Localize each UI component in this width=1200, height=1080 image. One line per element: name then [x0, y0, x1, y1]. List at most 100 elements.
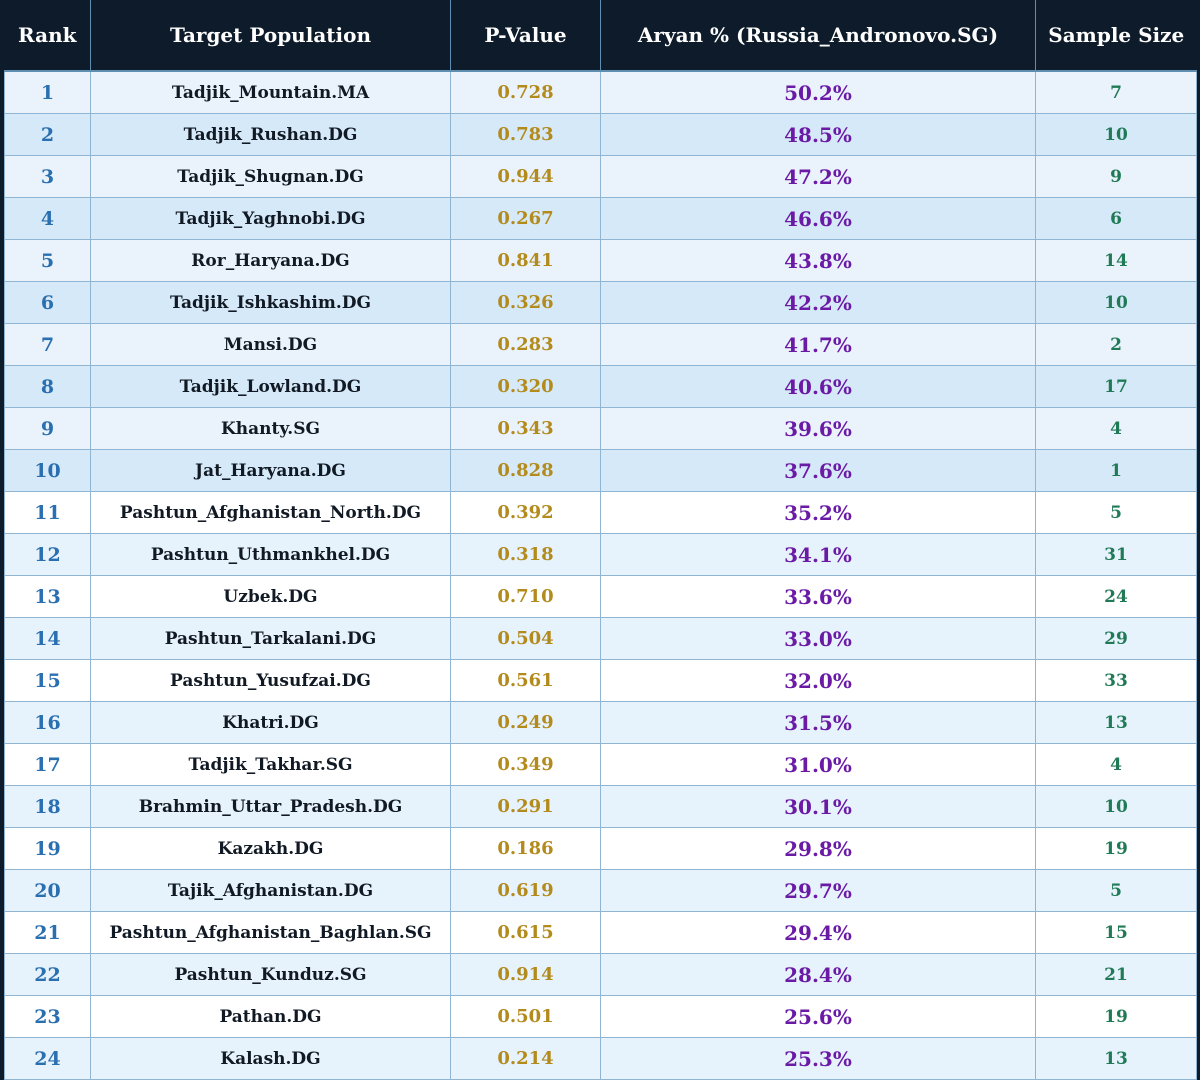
cell-pvalue: 0.615	[450, 911, 601, 954]
column-header-pvalue: P-Value	[450, 0, 601, 72]
cell-aryan: 35.2%	[600, 491, 1036, 534]
cell-pvalue: 0.291	[450, 785, 601, 828]
table-row: 5 Ror_Haryana.DG 0.841 43.8% 14	[4, 239, 1197, 282]
cell-aryan: 31.0%	[600, 743, 1036, 786]
cell-sample-size: 5	[1035, 869, 1197, 912]
cell-population: Pashtun_Tarkalani.DG	[90, 617, 451, 660]
cell-rank: 22	[4, 953, 91, 996]
cell-rank: 12	[4, 533, 91, 576]
cell-population: Ror_Haryana.DG	[90, 239, 451, 282]
cell-rank: 14	[4, 617, 91, 660]
cell-aryan: 29.8%	[600, 827, 1036, 870]
cell-aryan: 43.8%	[600, 239, 1036, 282]
cell-sample-size: 10	[1035, 281, 1197, 324]
cell-aryan: 28.4%	[600, 953, 1036, 996]
cell-aryan: 25.6%	[600, 995, 1036, 1038]
table-row: 20 Tajik_Afghanistan.DG 0.619 29.7% 5	[4, 869, 1197, 912]
cell-pvalue: 0.710	[450, 575, 601, 618]
cell-sample-size: 21	[1035, 953, 1197, 996]
table-row: 9 Khanty.SG 0.343 39.6% 4	[4, 407, 1197, 450]
table-row: 8 Tadjik_Lowland.DG 0.320 40.6% 17	[4, 365, 1197, 408]
cell-pvalue: 0.561	[450, 659, 601, 702]
cell-sample-size: 15	[1035, 911, 1197, 954]
table-row: 19 Kazakh.DG 0.186 29.8% 19	[4, 827, 1197, 870]
cell-pvalue: 0.343	[450, 407, 601, 450]
table-row: 7 Mansi.DG 0.283 41.7% 2	[4, 323, 1197, 366]
cell-aryan: 31.5%	[600, 701, 1036, 744]
table-row: 16 Khatri.DG 0.249 31.5% 13	[4, 701, 1197, 744]
table-row: 12 Pashtun_Uthmankhel.DG 0.318 34.1% 31	[4, 533, 1197, 576]
cell-aryan: 33.6%	[600, 575, 1036, 618]
table-row: 14 Pashtun_Tarkalani.DG 0.504 33.0% 29	[4, 617, 1197, 660]
cell-rank: 1	[4, 70, 91, 114]
cell-pvalue: 0.828	[450, 449, 601, 492]
cell-rank: 7	[4, 323, 91, 366]
table-row: 22 Pashtun_Kunduz.SG 0.914 28.4% 21	[4, 953, 1197, 996]
cell-population: Brahmin_Uttar_Pradesh.DG	[90, 785, 451, 828]
table-row: 24 Kalash.DG 0.214 25.3% 13	[4, 1037, 1197, 1080]
cell-sample-size: 33	[1035, 659, 1197, 702]
cell-sample-size: 2	[1035, 323, 1197, 366]
column-header-population: Target Population	[90, 0, 451, 72]
table-row: 15 Pashtun_Yusufzai.DG 0.561 32.0% 33	[4, 659, 1197, 702]
cell-population: Mansi.DG	[90, 323, 451, 366]
table-row: 23 Pathan.DG 0.501 25.6% 19	[4, 995, 1197, 1038]
cell-aryan: 25.3%	[600, 1037, 1036, 1080]
cell-rank: 23	[4, 995, 91, 1038]
cell-population: Kalash.DG	[90, 1037, 451, 1080]
table-row: 11 Pashtun_Afghanistan_North.DG 0.392 35.2%…	[4, 491, 1197, 534]
cell-sample-size: 19	[1035, 995, 1197, 1038]
table-row: 10 Jat_Haryana.DG 0.828 37.6% 1	[4, 449, 1197, 492]
cell-sample-size: 14	[1035, 239, 1197, 282]
column-header-aryan: Aryan % (Russia_Andronovo.SG)	[600, 0, 1036, 72]
cell-population: Tadjik_Yaghnobi.DG	[90, 197, 451, 240]
cell-sample-size: 31	[1035, 533, 1197, 576]
cell-rank: 6	[4, 281, 91, 324]
cell-population: Tadjik_Mountain.MA	[90, 70, 451, 114]
cell-population: Pashtun_Yusufzai.DG	[90, 659, 451, 702]
cell-population: Kazakh.DG	[90, 827, 451, 870]
cell-population: Tadjik_Ishkashim.DG	[90, 281, 451, 324]
cell-rank: 17	[4, 743, 91, 786]
cell-sample-size: 19	[1035, 827, 1197, 870]
cell-sample-size: 4	[1035, 743, 1197, 786]
cell-aryan: 30.1%	[600, 785, 1036, 828]
table-header: Rank Target Population P-Value Aryan % (…	[4, 0, 1197, 72]
cell-rank: 3	[4, 155, 91, 198]
results-table: Rank Target Population P-Value Aryan % (…	[4, 0, 1197, 1080]
cell-pvalue: 0.504	[450, 617, 601, 660]
cell-population: Khanty.SG	[90, 407, 451, 450]
cell-pvalue: 0.283	[450, 323, 601, 366]
cell-pvalue: 0.501	[450, 995, 601, 1038]
cell-pvalue: 0.392	[450, 491, 601, 534]
cell-sample-size: 29	[1035, 617, 1197, 660]
column-header-rank: Rank	[4, 0, 91, 72]
cell-population: Pashtun_Afghanistan_North.DG	[90, 491, 451, 534]
cell-rank: 2	[4, 113, 91, 156]
cell-pvalue: 0.841	[450, 239, 601, 282]
table-row: 3 Tadjik_Shugnan.DG 0.944 47.2% 9	[4, 155, 1197, 198]
table-row: 4 Tadjik_Yaghnobi.DG 0.267 46.6% 6	[4, 197, 1197, 240]
cell-pvalue: 0.214	[450, 1037, 601, 1080]
cell-rank: 20	[4, 869, 91, 912]
table-row: 2 Tadjik_Rushan.DG 0.783 48.5% 10	[4, 113, 1197, 156]
cell-sample-size: 5	[1035, 491, 1197, 534]
cell-sample-size: 1	[1035, 449, 1197, 492]
cell-pvalue: 0.186	[450, 827, 601, 870]
cell-aryan: 33.0%	[600, 617, 1036, 660]
cell-aryan: 48.5%	[600, 113, 1036, 156]
cell-population: Tadjik_Takhar.SG	[90, 743, 451, 786]
cell-population: Pashtun_Uthmankhel.DG	[90, 533, 451, 576]
cell-rank: 11	[4, 491, 91, 534]
cell-sample-size: 24	[1035, 575, 1197, 618]
cell-population: Pashtun_Afghanistan_Baghlan.SG	[90, 911, 451, 954]
table-body: 1 Tadjik_Mountain.MA 0.728 50.2% 7 2 Tadjik_Ru…	[4, 70, 1197, 1080]
cell-pvalue: 0.619	[450, 869, 601, 912]
cell-population: Khatri.DG	[90, 701, 451, 744]
cell-population: Tadjik_Lowland.DG	[90, 365, 451, 408]
cell-aryan: 50.2%	[600, 70, 1036, 114]
cell-pvalue: 0.783	[450, 113, 601, 156]
cell-rank: 19	[4, 827, 91, 870]
cell-rank: 18	[4, 785, 91, 828]
cell-population: Tajik_Afghanistan.DG	[90, 869, 451, 912]
